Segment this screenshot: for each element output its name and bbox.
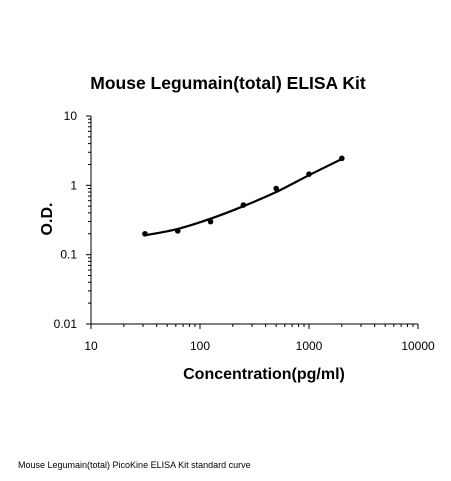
x-axis-label: Concentration(pg/ml) <box>183 366 345 383</box>
axes <box>90 116 418 325</box>
y-tick-label: 10 <box>64 109 78 123</box>
y-tick-label: 1 <box>70 178 77 192</box>
y-axis-label: O.D. <box>39 203 56 236</box>
plot-area <box>142 155 345 237</box>
data-point <box>273 185 279 192</box>
fitted-curve-line <box>143 157 343 237</box>
ticks: 0.01 0.1 1 10 10 100 1000 10000 <box>54 109 435 353</box>
x-tick-label: 10000 <box>401 339 435 353</box>
chart-title: Mouse Legumain(total) ELISA Kit <box>90 73 366 93</box>
data-point <box>142 230 148 237</box>
x-tick-label: 1000 <box>296 339 323 353</box>
x-tick-label: 10 <box>84 339 98 353</box>
x-tick-label: 100 <box>190 339 210 353</box>
figure-caption: Mouse Legumain(total) PicoKine ELISA Kit… <box>18 460 251 470</box>
data-point <box>207 218 214 225</box>
data-point <box>174 228 181 234</box>
data-point <box>339 155 345 162</box>
data-point <box>306 171 312 177</box>
data-point <box>240 202 247 208</box>
y-tick-label: 0.01 <box>54 317 78 331</box>
y-tick-label: 0.1 <box>60 248 77 262</box>
